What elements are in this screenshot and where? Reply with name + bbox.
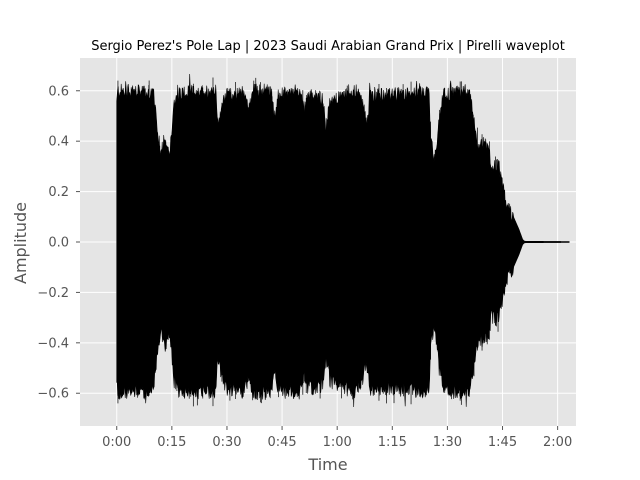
x-tick-label: 2:00 (543, 435, 572, 450)
y-tick-label: −0.4 (37, 336, 69, 351)
chart-title: Sergio Perez's Pole Lap | 2023 Saudi Ara… (91, 39, 565, 54)
x-tick-label: 1:30 (433, 435, 462, 450)
x-tick-label: 0:30 (212, 435, 241, 450)
x-axis-label: Time (307, 455, 347, 474)
x-tick-label: 1:00 (323, 435, 352, 450)
x-tick-label: 0:15 (157, 435, 186, 450)
x-tick-labels: 0:00 0:15 0:30 0:45 1:00 1:15 1:30 1:45 2:00 (102, 435, 572, 450)
y-tick-label: 0.4 (48, 135, 69, 150)
y-tick-label: −0.2 (37, 286, 69, 301)
tick-marks (76, 90, 559, 430)
x-tick-label: 0:00 (102, 435, 131, 450)
y-axis-label: Amplitude (11, 202, 30, 284)
x-tick-label: 0:45 (267, 435, 296, 450)
y-tick-labels: 0.6 0.4 0.2 0.0 −0.2 −0.4 −0.6 (37, 84, 69, 401)
y-tick-label: 0.6 (48, 84, 69, 99)
x-tick-label: 1:15 (378, 435, 407, 450)
y-tick-label: −0.6 (37, 387, 69, 402)
waveform (116, 73, 570, 408)
y-tick-label: 0.0 (48, 236, 69, 251)
y-tick-label: 0.2 (48, 185, 69, 200)
x-tick-label: 1:45 (488, 435, 517, 450)
